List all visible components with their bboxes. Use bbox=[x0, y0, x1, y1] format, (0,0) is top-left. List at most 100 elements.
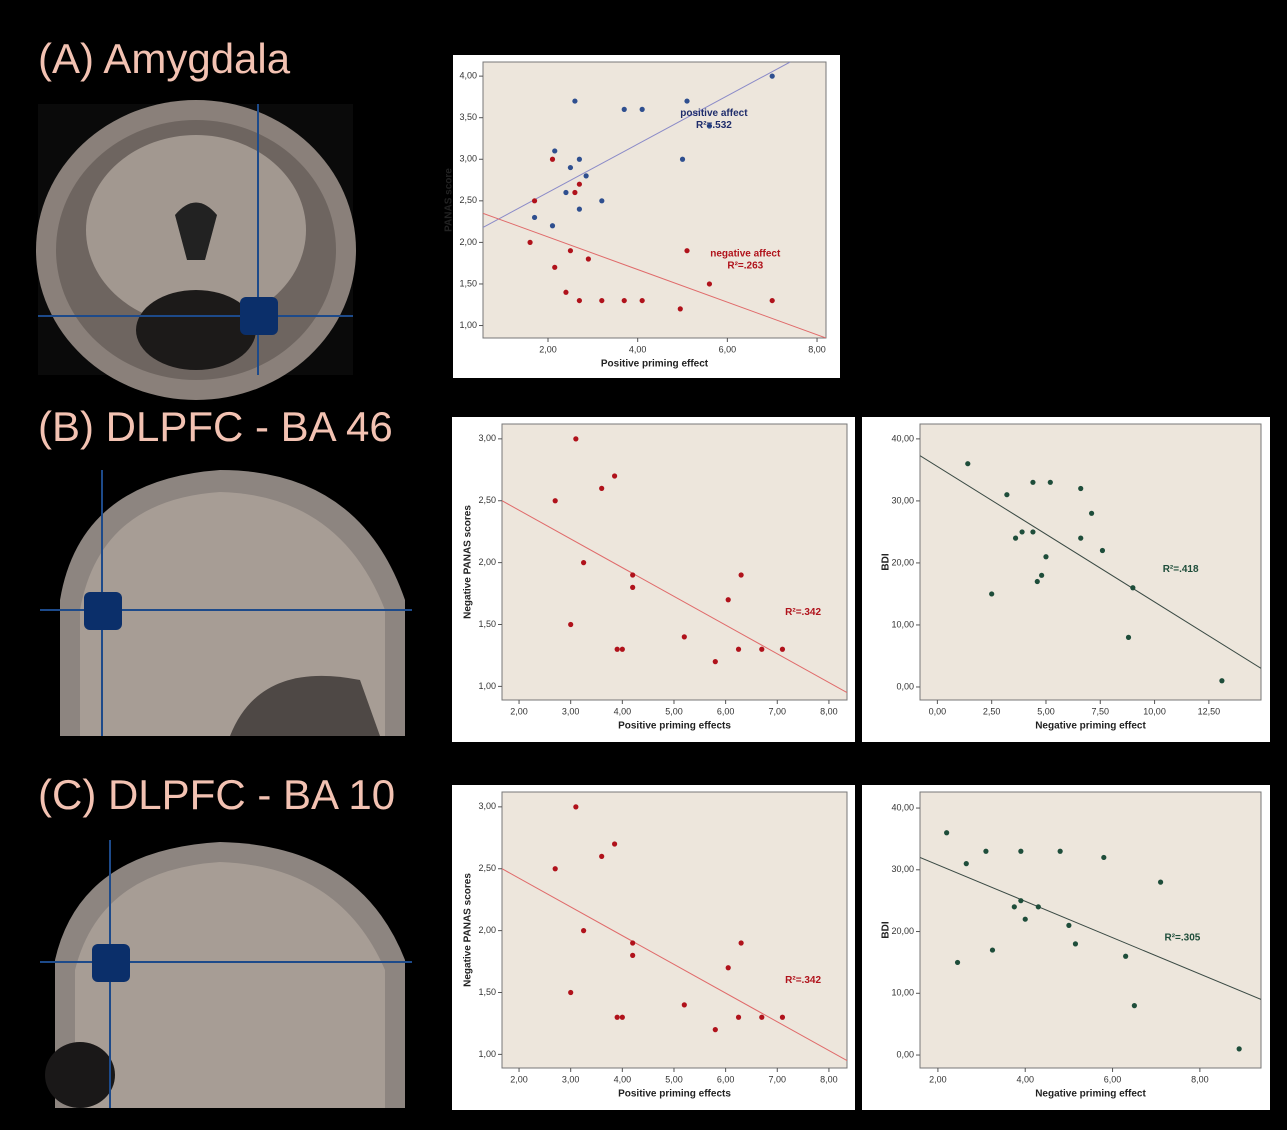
x-tick-label: 4,00 bbox=[1016, 1074, 1034, 1084]
y-tick-label: 10,00 bbox=[891, 619, 914, 629]
point bbox=[989, 591, 994, 596]
point bbox=[983, 849, 988, 854]
point bbox=[770, 74, 775, 79]
x-tick-label: 3,00 bbox=[562, 1074, 580, 1084]
annotation: R²=.342 bbox=[785, 975, 821, 986]
point bbox=[759, 647, 764, 652]
point bbox=[780, 647, 785, 652]
point bbox=[713, 659, 718, 664]
annotation: R²=.342 bbox=[785, 607, 821, 618]
point bbox=[780, 1015, 785, 1020]
point bbox=[964, 861, 969, 866]
point bbox=[581, 560, 586, 565]
point bbox=[1018, 898, 1023, 903]
point bbox=[1043, 554, 1048, 559]
point bbox=[736, 1015, 741, 1020]
point bbox=[568, 165, 573, 170]
point bbox=[1158, 880, 1163, 885]
x-tick-label: 10,00 bbox=[1143, 706, 1166, 716]
point bbox=[568, 248, 573, 253]
point bbox=[684, 98, 689, 103]
x-tick-label: 2,50 bbox=[983, 706, 1001, 716]
point bbox=[612, 473, 617, 478]
point bbox=[1004, 492, 1009, 497]
x-axis-label: Positive priming effects bbox=[618, 1089, 731, 1100]
point bbox=[572, 98, 577, 103]
y-tick-label: 2,50 bbox=[478, 495, 496, 505]
y-axis-label: BDI bbox=[881, 921, 892, 938]
point bbox=[552, 265, 557, 270]
x-tick-label: 2,00 bbox=[510, 706, 528, 716]
point bbox=[1013, 536, 1018, 541]
point bbox=[1036, 904, 1041, 909]
x-tick-label: 5,00 bbox=[665, 706, 683, 716]
point bbox=[1132, 1003, 1137, 1008]
y-tick-label: 3,50 bbox=[459, 112, 477, 122]
x-tick-label: 2,00 bbox=[929, 1074, 947, 1084]
x-tick-label: 3,00 bbox=[562, 706, 580, 716]
panel-label: (C) DLPFC - BA 10 bbox=[38, 771, 395, 818]
x-tick-label: 2,00 bbox=[510, 1074, 528, 1084]
point bbox=[1123, 954, 1128, 959]
panel-label: (B) DLPFC - BA 46 bbox=[38, 403, 393, 450]
plot-area bbox=[502, 792, 847, 1068]
y-axis-label: Negative PANAS scores bbox=[463, 505, 474, 619]
point bbox=[682, 1002, 687, 1007]
point bbox=[1058, 849, 1063, 854]
point bbox=[599, 198, 604, 203]
y-tick-label: 20,00 bbox=[891, 926, 914, 936]
point bbox=[1219, 678, 1224, 683]
point bbox=[577, 182, 582, 187]
point bbox=[736, 647, 741, 652]
y-tick-label: 2,00 bbox=[478, 557, 496, 567]
point bbox=[532, 198, 537, 203]
y-tick-label: 1,50 bbox=[478, 987, 496, 997]
point bbox=[965, 461, 970, 466]
annotation: R²=.305 bbox=[1164, 932, 1200, 943]
point bbox=[572, 190, 577, 195]
point bbox=[1019, 529, 1024, 534]
point bbox=[577, 157, 582, 162]
point bbox=[620, 1015, 625, 1020]
x-tick-label: 4,00 bbox=[614, 1074, 632, 1084]
point bbox=[630, 572, 635, 577]
point bbox=[563, 190, 568, 195]
panel-label: (A) Amygdala bbox=[38, 35, 291, 82]
point bbox=[581, 928, 586, 933]
point bbox=[553, 866, 558, 871]
y-tick-label: 30,00 bbox=[891, 864, 914, 874]
point bbox=[620, 647, 625, 652]
point bbox=[944, 830, 949, 835]
point bbox=[599, 298, 604, 303]
y-tick-label: 3,00 bbox=[478, 433, 496, 443]
annotation: negative affect bbox=[710, 249, 781, 260]
point bbox=[612, 841, 617, 846]
annotation: R²=.532 bbox=[696, 120, 732, 131]
point bbox=[713, 1027, 718, 1032]
point bbox=[684, 248, 689, 253]
plot-area bbox=[920, 792, 1261, 1068]
x-axis-label: Positive priming effects bbox=[618, 721, 731, 732]
point bbox=[1100, 548, 1105, 553]
point bbox=[563, 290, 568, 295]
point bbox=[1018, 849, 1023, 854]
point bbox=[678, 306, 683, 311]
point bbox=[1039, 573, 1044, 578]
x-tick-label: 8,00 bbox=[1191, 1074, 1209, 1084]
point bbox=[553, 498, 558, 503]
point bbox=[1078, 486, 1083, 491]
point bbox=[1066, 923, 1071, 928]
point bbox=[584, 173, 589, 178]
y-tick-label: 1,50 bbox=[459, 278, 477, 288]
point bbox=[640, 107, 645, 112]
point bbox=[1237, 1046, 1242, 1051]
point bbox=[622, 107, 627, 112]
point bbox=[1023, 917, 1028, 922]
point bbox=[726, 965, 731, 970]
x-tick-label: 2,00 bbox=[539, 344, 557, 354]
page: (A) Amygdala (B) DLPFC - BA 46 (C) DLPFC… bbox=[0, 0, 1287, 1130]
point bbox=[1012, 904, 1017, 909]
point bbox=[1130, 585, 1135, 590]
point bbox=[726, 597, 731, 602]
point bbox=[990, 947, 995, 952]
